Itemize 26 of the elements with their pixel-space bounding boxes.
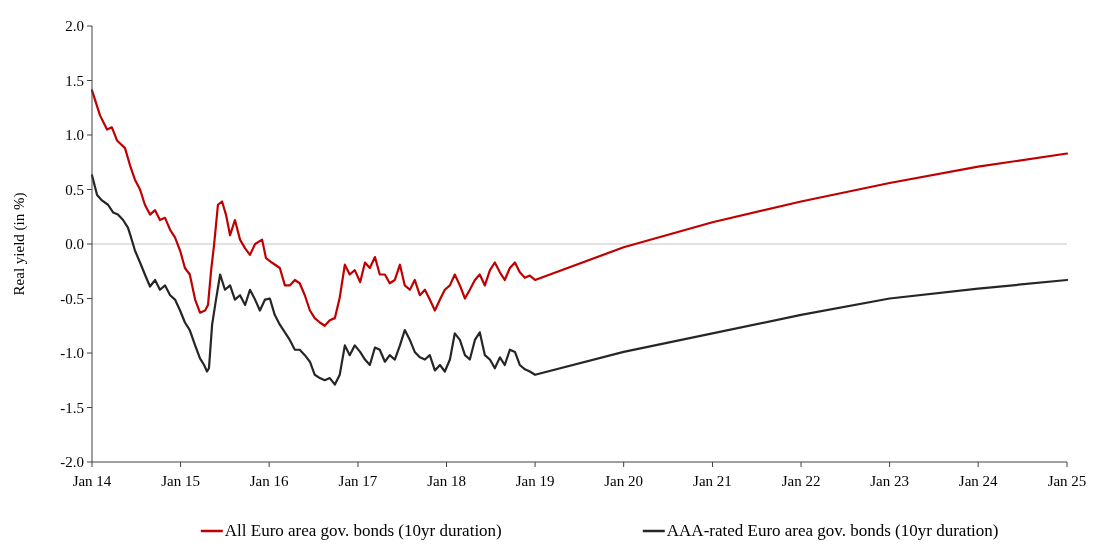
y-axis-title: Real yield (in %) [11,192,28,296]
y-tick-label: 0.0 [65,236,84,253]
y-tick-label: 0.5 [65,181,84,198]
x-tick-label: Jan 18 [427,473,466,489]
x-tick-label: Jan 21 [693,473,732,489]
x-tick-label: Jan 24 [958,473,999,489]
x-tick-label: Jan 23 [870,473,909,489]
x-tick-label: Jan 20 [604,473,644,489]
legend-label: AAA-rated Euro area gov. bonds (10yr duration) [666,521,999,540]
y-tick-label: -0.5 [60,290,84,307]
x-tick-label: Jan 19 [515,473,555,489]
x-tick-label: Jan 17 [338,473,378,489]
y-tick-label: -2.0 [60,454,84,471]
line-series [90,89,1069,327]
x-tick-label: Jan 14 [72,473,112,489]
x-tick-label: Jan 22 [781,473,821,489]
y-tick-label: 2.0 [65,18,84,35]
x-tick-label: Jan 16 [249,473,290,489]
legend-label: All Euro area gov. bonds (10yr duration) [224,521,502,540]
x-tick-label: Jan 25 [1047,473,1087,489]
y-tick-label: -1.5 [60,399,84,416]
y-tick-label: -1.0 [60,345,84,362]
y-tick-label: 1.5 [65,72,84,89]
y-tick-label: 1.0 [65,127,84,144]
x-tick-label: Jan 15 [161,473,200,489]
line-series [90,174,1069,386]
